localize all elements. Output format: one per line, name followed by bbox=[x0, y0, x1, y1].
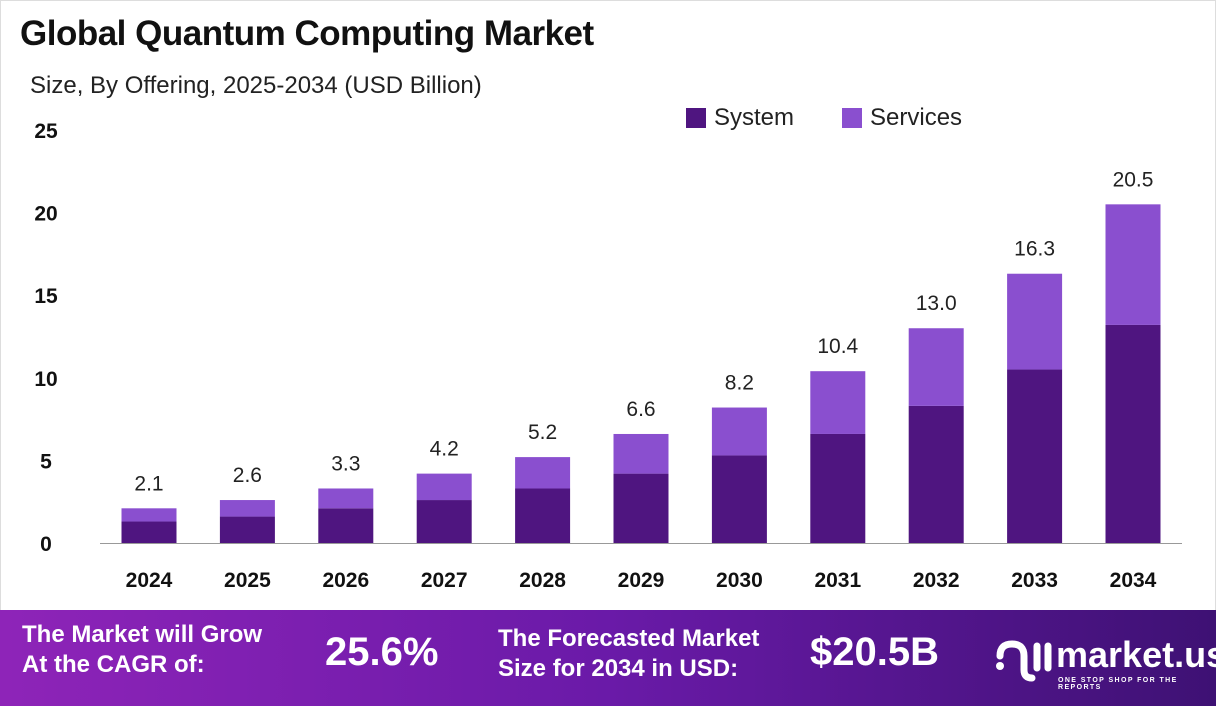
x-tick-label: 2030 bbox=[716, 569, 763, 592]
legend-swatch-system bbox=[686, 108, 706, 128]
market-us-logo: market.us ONE STOP SHOP FOR THE REPORTS bbox=[992, 632, 1216, 692]
legend-item-services: Services bbox=[842, 104, 962, 132]
bar-system-2033 bbox=[1007, 369, 1063, 543]
y-tick-label: 5 bbox=[40, 450, 52, 473]
forecast-label-line1: The Forecasted Market bbox=[498, 625, 760, 652]
data-label-total: 2.6 bbox=[233, 464, 262, 487]
bar-services-2030 bbox=[711, 407, 767, 456]
bar-system-2030 bbox=[711, 455, 767, 543]
y-tick-label: 20 bbox=[34, 203, 57, 226]
data-label-total: 20.5 bbox=[1113, 168, 1154, 191]
data-label-total: 10.4 bbox=[817, 335, 858, 358]
data-label-total: 6.6 bbox=[626, 398, 655, 421]
x-tick-label: 2025 bbox=[224, 569, 271, 592]
forecast-value: $20.5B bbox=[810, 630, 939, 674]
legend-swatch-services bbox=[842, 108, 863, 128]
legend-item-system: System bbox=[686, 104, 794, 132]
x-tick-label: 2032 bbox=[913, 569, 960, 592]
bar-services-2025 bbox=[219, 500, 275, 517]
data-label-total: 4.2 bbox=[430, 438, 459, 461]
x-tick-label: 2024 bbox=[126, 569, 173, 592]
legend-label-system: System bbox=[714, 104, 795, 131]
x-tick-label: 2031 bbox=[814, 569, 861, 592]
bar-services-2031 bbox=[810, 371, 866, 434]
legend: System Services bbox=[686, 104, 962, 132]
bar-system-2031 bbox=[810, 433, 866, 543]
bar-services-2027 bbox=[416, 473, 472, 501]
x-tick-label: 2026 bbox=[322, 569, 369, 592]
bar-system-2028 bbox=[515, 488, 571, 543]
bar-system-2034 bbox=[1105, 324, 1161, 543]
data-label-total: 13.0 bbox=[916, 292, 957, 315]
bar-services-2033 bbox=[1007, 273, 1063, 370]
forecast-label: The Forecasted Market Size for 2034 in U… bbox=[498, 624, 759, 684]
y-tick-label: 0 bbox=[40, 533, 52, 556]
data-label-total: 3.3 bbox=[331, 452, 360, 475]
chart-title: Global Quantum Computing Market bbox=[20, 14, 594, 53]
logo-tagline: ONE STOP SHOP FOR THE REPORTS bbox=[1058, 677, 1178, 691]
x-tick-label: 2034 bbox=[1110, 569, 1157, 592]
bar-system-2026 bbox=[318, 508, 374, 543]
chart-subtitle: Size, By Offering, 2025-2034 (USD Billio… bbox=[30, 72, 482, 99]
bar-services-2028 bbox=[515, 457, 571, 489]
bar-system-2027 bbox=[416, 500, 472, 543]
data-label-total: 5.2 bbox=[528, 421, 557, 444]
x-tick-label: 2029 bbox=[618, 569, 665, 592]
x-tick-label: 2033 bbox=[1011, 569, 1058, 592]
bar-services-2024 bbox=[121, 508, 177, 522]
cagr-label: The Market will Grow At the CAGR of: bbox=[22, 620, 262, 680]
bar-system-2029 bbox=[613, 473, 669, 543]
bar-chart: 05101520252.120242.620253.320264.220275.… bbox=[34, 120, 1182, 592]
bar-services-2029 bbox=[613, 433, 669, 474]
logo-mark-icon bbox=[996, 640, 1052, 682]
x-tick-label: 2027 bbox=[421, 569, 468, 592]
bar-services-2032 bbox=[908, 328, 964, 406]
cagr-value: 25.6% bbox=[325, 630, 439, 674]
legend-label-services: Services bbox=[870, 104, 963, 131]
data-label-total: 16.3 bbox=[1014, 238, 1055, 261]
bar-services-2034 bbox=[1105, 204, 1161, 325]
bar-services-2026 bbox=[318, 488, 374, 509]
logo-name: market.us bbox=[1056, 634, 1216, 675]
bar-system-2024 bbox=[121, 521, 177, 543]
x-tick-label: 2028 bbox=[519, 569, 566, 592]
cagr-label-line2: At the CAGR of: bbox=[22, 651, 205, 678]
bar-system-2032 bbox=[908, 405, 964, 543]
data-label-total: 2.1 bbox=[134, 472, 163, 495]
y-tick-label: 15 bbox=[34, 285, 58, 308]
data-label-total: 8.2 bbox=[725, 372, 754, 395]
y-tick-label: 10 bbox=[34, 368, 57, 391]
y-tick-label: 25 bbox=[34, 120, 58, 143]
bar-system-2025 bbox=[219, 516, 275, 543]
summary-banner: The Market will Grow At the CAGR of: 25.… bbox=[0, 610, 1216, 706]
cagr-label-line1: The Market will Grow bbox=[22, 621, 263, 648]
forecast-label-line2: Size for 2034 in USD: bbox=[498, 655, 739, 682]
